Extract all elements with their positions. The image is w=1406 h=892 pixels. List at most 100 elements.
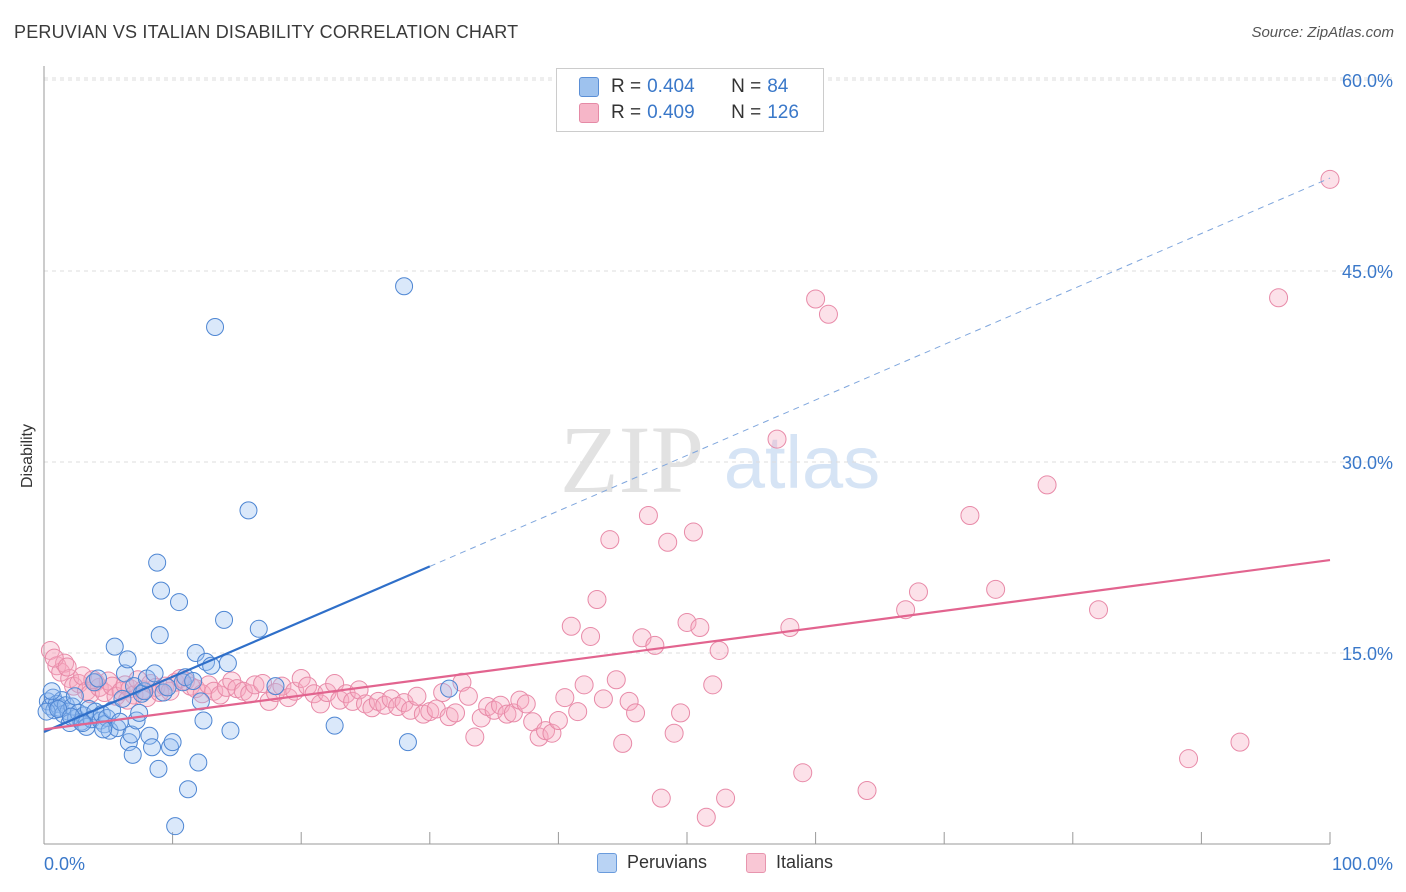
peruvians-point — [215, 610, 234, 629]
italians-point — [1230, 732, 1250, 752]
x-tick-label: 0.0% — [44, 854, 85, 874]
peruvians-point — [398, 733, 417, 752]
italians-point — [593, 689, 613, 709]
chart-title: PERUVIAN VS ITALIAN DISABILITY CORRELATI… — [14, 22, 519, 42]
series-legend-italians[interactable]: Italians — [746, 852, 833, 873]
italians-point — [767, 429, 787, 449]
italians-point — [690, 618, 710, 638]
legend-r-value: 0.409 — [647, 102, 695, 123]
watermark: ZIP atlas — [560, 406, 880, 513]
italians-point — [619, 691, 639, 711]
italians-point — [677, 612, 697, 632]
axes — [43, 66, 1331, 845]
peruvians-point — [105, 637, 124, 656]
peruvians-point — [189, 753, 208, 772]
peruvians-point — [249, 619, 268, 638]
italians-point — [857, 781, 877, 801]
peruvians-point — [184, 672, 203, 691]
italians-point — [658, 532, 678, 552]
peruvians-point — [65, 687, 84, 706]
italians-point — [651, 788, 671, 808]
italians-trend-line — [43, 558, 1331, 731]
italians-point — [574, 675, 594, 695]
series-label-italians: Italians — [776, 852, 834, 872]
peruvians-point — [166, 817, 185, 836]
peruvians-point — [239, 501, 258, 520]
italians-point — [793, 763, 813, 783]
legend-n-value: 126 — [767, 102, 799, 123]
italians-point — [780, 618, 800, 638]
italians-point — [310, 694, 330, 714]
peruvians-points — [37, 277, 459, 836]
peruvians-point — [440, 679, 459, 698]
italians-point — [626, 703, 646, 723]
watermark-atlas: atlas — [724, 421, 880, 504]
peruvians-point — [118, 650, 137, 669]
peruvians-trend-line — [43, 565, 431, 733]
y-tick-label: 30.0% — [1342, 453, 1393, 473]
peruvians-point — [143, 738, 162, 757]
x-tick-label: 100.0% — [1332, 854, 1393, 874]
peruvians-point — [191, 692, 210, 711]
series-legend: Peruvians Italians — [0, 852, 1406, 876]
legend-swatch-italians — [579, 103, 599, 123]
italians-point — [606, 670, 626, 690]
italians-point — [716, 788, 736, 808]
italians-point — [908, 582, 928, 602]
peruvians-point — [325, 716, 344, 735]
italians-point — [986, 579, 1006, 599]
italians-point — [516, 694, 536, 714]
legend-r-value: 0.404 — [647, 76, 695, 97]
italians-point — [57, 657, 77, 677]
peruvians-point — [186, 644, 205, 662]
italians-point — [818, 304, 838, 324]
italians-point — [568, 702, 588, 722]
italians-point — [671, 703, 691, 723]
peruvians-point — [194, 711, 213, 730]
chart-source: Source: ZipAtlas.com — [1251, 24, 1394, 41]
italians-point — [407, 686, 427, 706]
peruvians-point — [206, 318, 225, 337]
italians-point — [548, 710, 568, 730]
peruvians-point — [42, 682, 61, 701]
italians-point — [645, 635, 665, 655]
peruvians-point — [150, 626, 169, 645]
italians-point — [272, 676, 292, 696]
italians-point — [1037, 475, 1057, 495]
peruvians-point — [161, 738, 180, 757]
legend-row-peruvians: R = 0.404 N = 84 — [579, 74, 788, 100]
italians-point — [446, 703, 466, 723]
peruvians-point — [140, 726, 159, 745]
italians-point — [291, 668, 311, 688]
grid-lines — [44, 77, 1394, 654]
peruvians-point — [130, 703, 149, 722]
peruvians-trend-extension — [429, 177, 1331, 567]
peruvians-point — [145, 664, 164, 683]
italians-point — [497, 704, 517, 724]
italians-point — [1179, 749, 1199, 769]
legend-n-value: 84 — [767, 76, 789, 97]
legend-n-label: N = — [731, 76, 762, 97]
peruvians-point — [218, 654, 237, 673]
italians-point — [458, 686, 478, 706]
legend-r-label: R = — [611, 102, 642, 123]
peruvians-point — [221, 721, 240, 740]
italians-point — [381, 689, 401, 709]
italians-point — [683, 522, 703, 542]
watermark-zip: ZIP — [560, 406, 704, 513]
trend-lines — [43, 177, 1331, 733]
italians-point — [960, 505, 980, 525]
italians-point — [465, 727, 485, 747]
y-tick-label: 60.0% — [1342, 71, 1393, 91]
italians-point — [401, 700, 421, 720]
legend-row-italians: R = 0.409 N = 126 — [579, 100, 799, 126]
italians-point — [484, 700, 504, 720]
peruvians-point — [179, 780, 198, 799]
legend-n-label: N = — [731, 102, 762, 123]
series-swatch-peruvians — [597, 852, 617, 873]
italians-point — [806, 289, 826, 309]
peruvians-point — [163, 733, 182, 752]
italians-point — [210, 685, 230, 705]
series-legend-peruvians[interactable]: Peruvians — [597, 852, 707, 873]
